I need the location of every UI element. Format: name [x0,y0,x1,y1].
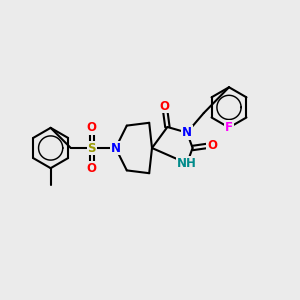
Text: O: O [87,121,97,134]
Text: O: O [207,139,217,152]
Text: O: O [160,100,170,112]
Text: F: F [225,121,233,134]
Text: O: O [87,162,97,175]
Text: N: N [111,142,121,154]
Text: NH: NH [177,157,197,170]
Text: S: S [88,142,96,154]
Text: N: N [182,126,192,139]
